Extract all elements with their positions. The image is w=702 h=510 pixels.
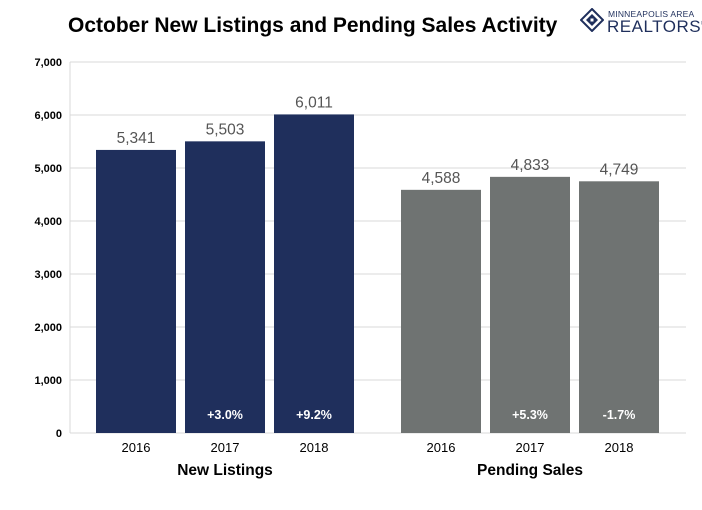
y-tick-label: 2,000 xyxy=(34,322,62,334)
bar xyxy=(274,114,354,434)
y-tick-label: 0 xyxy=(56,428,62,440)
diamond-house-icon xyxy=(580,8,604,32)
x-tick-label: 2018 xyxy=(300,440,329,455)
logo-text-brand: REALTORS xyxy=(607,17,702,36)
bar xyxy=(96,149,176,433)
logo-text-line1: MINNEAPOLIS AREA xyxy=(608,9,695,19)
y-tick-label: 5,000 xyxy=(34,163,62,175)
bar-value-label: 4,833 xyxy=(511,157,550,174)
x-tick-label: 2018 xyxy=(605,440,634,455)
x-tick-label: 2017 xyxy=(516,440,545,455)
x-tick-label: 2016 xyxy=(122,440,151,455)
group-label: Pending Sales xyxy=(477,462,583,479)
bar xyxy=(401,189,481,433)
bar xyxy=(490,176,570,433)
y-tick-label: 3,000 xyxy=(34,269,62,281)
y-tick-label: 6,000 xyxy=(34,110,62,122)
bar-value-label: 5,341 xyxy=(117,130,156,147)
bar-change-label: +9.2% xyxy=(296,408,332,422)
chart-title: October New Listings and Pending Sales A… xyxy=(68,14,558,37)
bar-change-label: +5.3% xyxy=(512,408,548,422)
y-tick-label: 7,000 xyxy=(34,57,62,69)
bar xyxy=(185,141,265,433)
bar xyxy=(579,181,659,433)
x-tick-label: 2017 xyxy=(211,440,240,455)
bar-value-label: 4,588 xyxy=(422,170,461,187)
y-tick-label: 1,000 xyxy=(34,375,62,387)
y-tick-label: 4,000 xyxy=(34,216,62,228)
group-label: New Listings xyxy=(177,462,273,479)
bar-value-label: 4,749 xyxy=(600,161,639,178)
x-tick-label: 2016 xyxy=(427,440,456,455)
bar-change-label: +3.0% xyxy=(207,408,243,422)
bar-value-label: 5,503 xyxy=(206,121,245,138)
bar-value-label: 6,011 xyxy=(295,94,333,111)
logo: MINNEAPOLIS AREA REALTORS® xyxy=(578,5,702,39)
bar-change-label: -1.7% xyxy=(603,408,636,422)
